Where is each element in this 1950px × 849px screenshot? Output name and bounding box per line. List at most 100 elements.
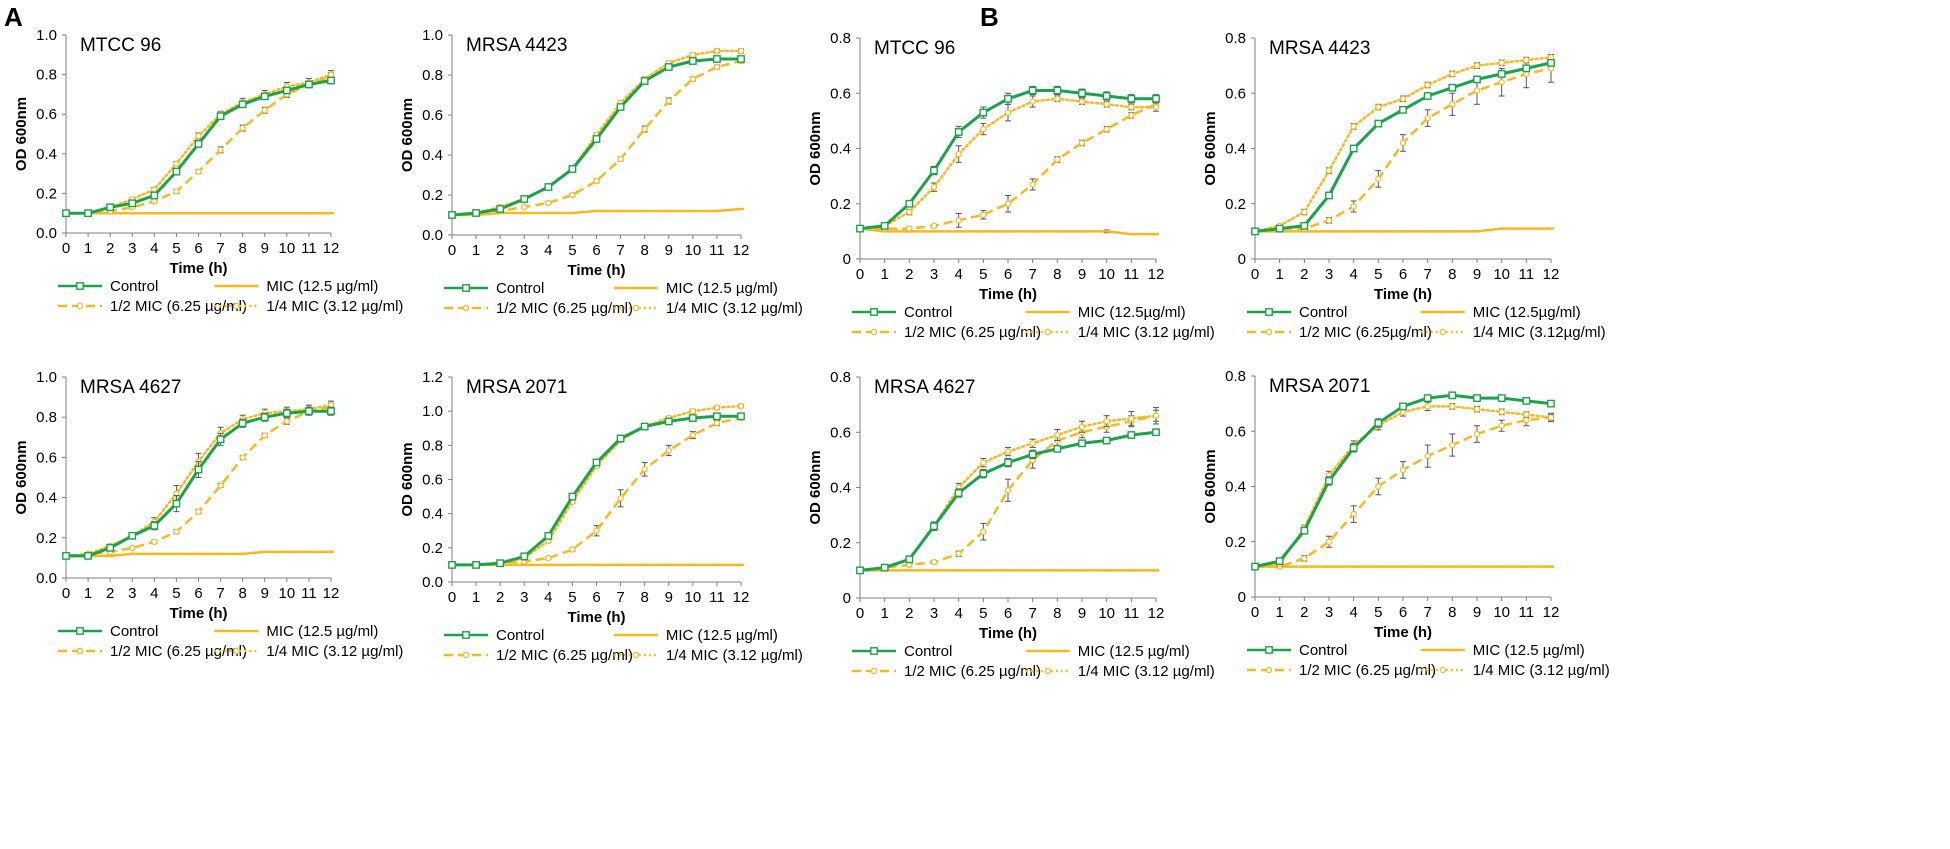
data-point [1127, 94, 1136, 103]
data-point [1251, 227, 1259, 236]
y-tick-label: 1.2 [422, 369, 443, 386]
legend-label: 1/2 MIC (6.25 µg/ml) [904, 663, 1041, 680]
legend-label: 1/4 MIC (3.12 µg/ml) [1078, 324, 1215, 341]
legend-label: 1/2 MIC (6.25 µg/ml) [496, 647, 633, 664]
x-tick-label: 4 [544, 242, 552, 259]
x-tick-label: 0 [448, 589, 456, 606]
data-point [151, 538, 158, 546]
data-point [1498, 422, 1505, 429]
x-tick-label: 1 [880, 266, 888, 283]
data-point [1547, 414, 1555, 421]
data-point [954, 128, 963, 136]
data-point [930, 522, 938, 531]
legend-label: Control [110, 623, 158, 640]
data-point [260, 92, 269, 101]
data-point [1424, 114, 1431, 122]
data-point [664, 63, 673, 71]
x-tick-label: 9 [1078, 605, 1086, 622]
x-tick-label: 6 [194, 585, 202, 602]
data-point [1078, 98, 1086, 105]
data-point [1029, 440, 1036, 447]
series-line [452, 416, 742, 567]
legend-label: Control [1299, 304, 1347, 321]
chart-title: MTCC 96 [80, 35, 161, 56]
data-point [1004, 487, 1012, 494]
data-point [238, 100, 247, 109]
x-tick-label: 4 [150, 240, 158, 257]
y-tick-label: 0.2 [422, 187, 443, 204]
data-point [172, 167, 181, 176]
data-point [1375, 175, 1382, 183]
data-point [128, 531, 137, 540]
x-tick-label: 8 [1053, 605, 1061, 622]
data-point [1029, 98, 1036, 105]
data-point [194, 465, 203, 474]
x-tick-label: 1 [472, 242, 480, 259]
data-point [954, 489, 963, 497]
data-point [1350, 123, 1357, 130]
data-point [1522, 64, 1531, 73]
y-tick-label: 0.2 [422, 540, 443, 557]
data-point [1424, 81, 1431, 89]
x-tick-label: 5 [1374, 266, 1382, 283]
data-point [905, 555, 914, 564]
data-point [1349, 144, 1358, 153]
x-tick-label: 6 [1004, 605, 1012, 622]
chart-title: MRSA 4423 [466, 35, 567, 56]
y-tick-label: 1.0 [36, 369, 57, 386]
data-point [520, 195, 529, 203]
legend-label: MIC (12.5 µg/ml) [666, 627, 778, 644]
y-axis-title: OD 600nm [13, 97, 30, 171]
data-point [1497, 394, 1506, 402]
data-point [1078, 89, 1086, 98]
series-line [64, 403, 333, 558]
y-tick-label: 0.8 [422, 67, 443, 84]
data-point [930, 166, 938, 175]
x-tick-label: 7 [216, 240, 224, 257]
legend: Control MIC (12.5 µg/ml) 1/2 MIC (6.25 µg/… [58, 623, 403, 660]
series-half_mic [1251, 412, 1555, 570]
data-point [1102, 436, 1111, 445]
x-tick-label: 9 [261, 240, 269, 257]
charts-container: MTCC 960.00.20.40.60.81.00 1 2 3 4 5 6 7 8 9 10 11 1… [13, 27, 1610, 680]
legend-marker [233, 302, 240, 310]
data-point [1523, 411, 1530, 418]
x-tick-label: 8 [1053, 266, 1061, 283]
data-point [1054, 95, 1061, 102]
x-tick-label: 11 [709, 589, 725, 606]
data-point [1449, 101, 1456, 108]
legend-label: 1/4 MIC (3.12 µg/ml) [666, 300, 803, 317]
data-point [1325, 538, 1333, 545]
x-tick-label: 3 [1325, 266, 1333, 283]
data-point [1152, 103, 1160, 111]
x-tick-label: 3 [930, 605, 938, 622]
series-control [1251, 391, 1555, 571]
x-tick-label: 0 [448, 242, 456, 259]
x-tick-label: 11 [301, 240, 317, 257]
x-tick-label: 2 [905, 605, 913, 622]
x-tick-label: 7 [1423, 604, 1431, 621]
legend: Control MIC (12.5 µg/ml) 1/2 MIC (6.25 µg/… [1247, 642, 1610, 679]
data-point [1325, 191, 1333, 200]
data-point [905, 199, 914, 208]
data-point [173, 160, 180, 167]
data-point [616, 103, 625, 111]
data-point [1399, 95, 1407, 102]
x-tick-label: 5 [1374, 604, 1382, 621]
data-point [1473, 394, 1481, 402]
x-tick-label: 0 [1251, 604, 1259, 621]
y-tick-label: 0.2 [36, 185, 57, 202]
y-tick-label: 1.0 [422, 27, 443, 44]
legend-label: Control [904, 643, 952, 660]
y-tick-label: 0.6 [36, 106, 57, 123]
legend-label: MIC (12.5 µg/ml) [1473, 642, 1585, 659]
y-axis-title: OD 600nm [1202, 111, 1219, 185]
x-tick-label: 1 [880, 605, 888, 622]
data-point [327, 407, 335, 416]
y-tick-label: 0.6 [422, 472, 443, 489]
y-tick-label: 0.8 [1225, 368, 1246, 385]
data-point [665, 447, 672, 454]
